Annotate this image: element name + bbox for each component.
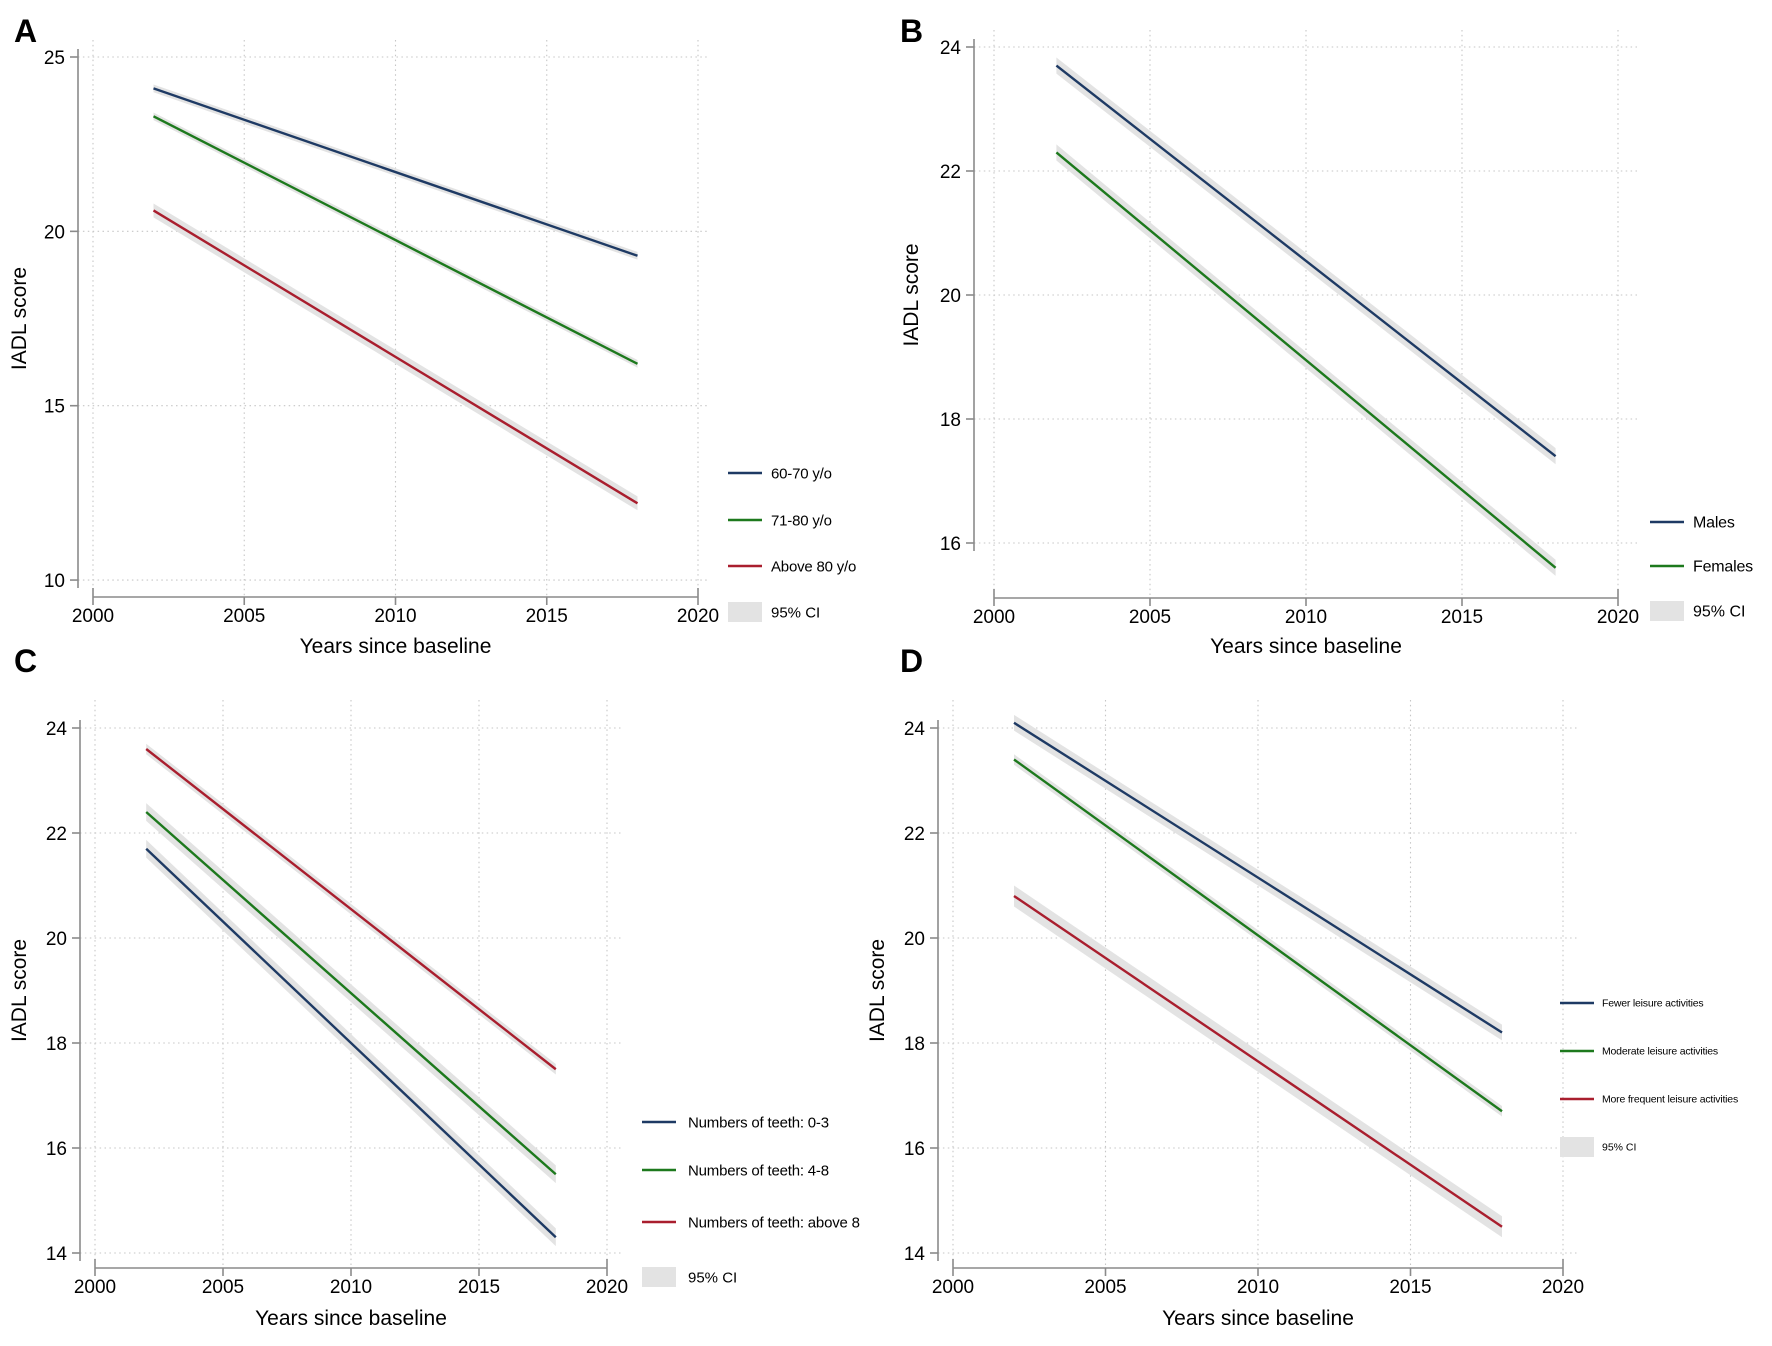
legend-label: 60-70 y/o: [771, 465, 832, 482]
legend-label: Females: [1693, 559, 1753, 576]
x-tick-label: 2020: [586, 1277, 628, 1298]
legend-ci-swatch: [642, 1267, 676, 1287]
y-tick-label: 16: [46, 1139, 67, 1160]
legend-label: Males: [1693, 515, 1735, 532]
legend-label: Fewer leisure activities: [1602, 998, 1703, 1010]
y-tick-label: 22: [46, 824, 67, 845]
y-tick-label: 20: [904, 929, 925, 950]
y-tick-label: 25: [44, 48, 65, 69]
x-tick-label: 2010: [374, 606, 416, 627]
series-line: [145, 748, 557, 1071]
x-tick-label: 2005: [1084, 1277, 1126, 1298]
legend-label: More frequent leisure activities: [1602, 1094, 1738, 1106]
legend-ci-label: 95% CI: [771, 604, 820, 621]
legend-label: Numbers of teeth: 4-8: [688, 1162, 829, 1179]
legend-ci-swatch: [1650, 601, 1684, 621]
y-tick-label: 20: [940, 286, 961, 307]
x-axis-title: Years since baseline: [1210, 635, 1402, 658]
series-line: [1013, 758, 1503, 1113]
series-line: [1013, 895, 1503, 1228]
x-tick-label: 2005: [202, 1277, 244, 1298]
x-axis-title: Years since baseline: [300, 635, 492, 658]
x-tick-label: 2020: [1542, 1277, 1584, 1298]
legend-ci-swatch: [728, 602, 762, 622]
x-tick-label: 2015: [1441, 607, 1483, 628]
y-axis-title: IADL score: [900, 243, 923, 346]
x-tick-label: 2020: [1597, 607, 1639, 628]
x-tick-label: 2015: [458, 1277, 500, 1298]
x-axis-title: Years since baseline: [255, 1307, 447, 1330]
panel-label: A: [14, 13, 37, 49]
legend-ci-swatch: [1560, 1137, 1594, 1157]
legend-label: Above 80 y/o: [771, 558, 856, 575]
y-tick-label: 22: [940, 162, 961, 183]
x-axis-title: Years since baseline: [1162, 1307, 1354, 1330]
y-axis-title: IADL score: [866, 939, 889, 1042]
series-line: [153, 87, 638, 257]
legend-ci-label: 95% CI: [1602, 1142, 1636, 1154]
y-tick-label: 16: [940, 534, 961, 555]
series-line: [152, 115, 639, 365]
x-tick-label: 2000: [74, 1277, 116, 1298]
y-tick-label: 14: [904, 1244, 926, 1265]
y-axis-title: IADL score: [8, 939, 31, 1042]
series-line: [1055, 64, 1557, 458]
y-tick-label: 22: [904, 824, 925, 845]
legend-ci-label: 95% CI: [688, 1269, 737, 1286]
series-line: [145, 811, 557, 1176]
legend-label: 71-80 y/o: [771, 512, 832, 529]
y-tick-label: 15: [44, 397, 65, 418]
y-tick-label: 24: [904, 719, 926, 740]
series-line: [1055, 151, 1557, 569]
series-line: [145, 847, 557, 1239]
y-axis-title: IADL score: [8, 267, 31, 370]
panel-label: C: [14, 643, 37, 679]
panel-label: D: [900, 643, 923, 679]
legend-ci-label: 95% CI: [1693, 604, 1745, 621]
y-tick-label: 18: [904, 1034, 925, 1055]
series-line: [1013, 721, 1503, 1034]
y-tick-label: 20: [44, 222, 65, 243]
y-tick-label: 18: [46, 1034, 67, 1055]
x-tick-label: 2000: [932, 1277, 974, 1298]
x-tick-label: 2000: [72, 606, 114, 627]
panel-label: B: [900, 13, 923, 49]
y-tick-label: 24: [46, 719, 68, 740]
legend-label: Numbers of teeth: 0-3: [688, 1114, 829, 1131]
x-tick-label: 2005: [223, 606, 265, 627]
series-line: [152, 209, 639, 505]
legend-label: Moderate leisure activities: [1602, 1046, 1718, 1058]
x-tick-label: 2010: [1237, 1277, 1279, 1298]
y-tick-label: 16: [904, 1139, 925, 1160]
y-tick-label: 24: [940, 38, 962, 59]
y-tick-label: 14: [46, 1244, 68, 1265]
y-tick-label: 10: [44, 571, 65, 592]
x-tick-label: 2015: [1389, 1277, 1431, 1298]
x-tick-label: 2010: [330, 1277, 372, 1298]
x-tick-label: 2015: [526, 606, 568, 627]
legend-label: Numbers of teeth: above 8: [688, 1214, 860, 1231]
y-tick-label: 20: [46, 929, 67, 950]
x-tick-label: 2000: [973, 607, 1015, 628]
x-tick-label: 2005: [1129, 607, 1171, 628]
y-tick-label: 18: [940, 410, 961, 431]
x-tick-label: 2010: [1285, 607, 1327, 628]
x-tick-label: 2020: [677, 606, 719, 627]
